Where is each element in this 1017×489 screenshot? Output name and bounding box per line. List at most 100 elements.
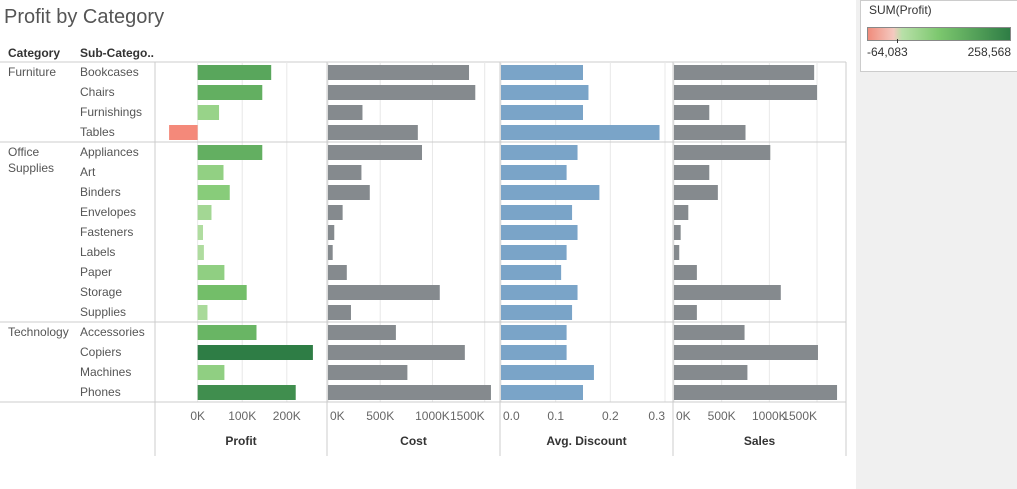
cost-bar[interactable] <box>328 105 363 120</box>
subcategory-header: Sub-Catego.. <box>80 46 154 60</box>
subcategory-label: Fasteners <box>80 225 133 239</box>
sales-bar[interactable] <box>674 325 745 340</box>
profit-bar[interactable] <box>169 125 198 140</box>
discount-bar[interactable] <box>501 185 600 200</box>
discount-bar[interactable] <box>501 365 594 380</box>
axis-tick-label: 0K <box>676 409 691 423</box>
sales-bar[interactable] <box>674 185 718 200</box>
cost-bar[interactable] <box>328 125 418 140</box>
profit-bar[interactable] <box>197 265 225 280</box>
subcategory-label: Supplies <box>80 305 126 319</box>
subcategory-label: Chairs <box>80 85 115 99</box>
subcategory-label: Envelopes <box>80 205 136 219</box>
profit-bar[interactable] <box>197 85 263 100</box>
category-label: Furniture <box>8 65 56 79</box>
cost-bar[interactable] <box>328 325 396 340</box>
sales-bar[interactable] <box>674 385 838 400</box>
profit-bar[interactable] <box>197 305 208 320</box>
axis-tick-label: 0K <box>330 409 345 423</box>
profit-bar[interactable] <box>197 205 212 220</box>
discount-bar[interactable] <box>501 145 578 160</box>
cost-bar[interactable] <box>328 365 408 380</box>
side-panel <box>856 0 1017 489</box>
discount-bar[interactable] <box>501 225 578 240</box>
sales-bar[interactable] <box>674 345 818 360</box>
cost-bar[interactable] <box>328 205 343 220</box>
subcategory-label: Labels <box>80 245 115 259</box>
sales-bar[interactable] <box>674 225 681 240</box>
cost-bar[interactable] <box>328 305 351 320</box>
discount-bar[interactable] <box>501 105 583 120</box>
axis-tick-label: 200K <box>273 409 301 423</box>
discount-bar[interactable] <box>501 285 578 300</box>
profit-bar[interactable] <box>197 385 296 400</box>
discount-bar[interactable] <box>501 205 573 220</box>
discount-bar[interactable] <box>501 345 567 360</box>
legend-min-label: -64,083 <box>867 45 908 59</box>
discount-bar[interactable] <box>501 265 562 280</box>
cost-bar[interactable] <box>328 185 370 200</box>
discount-bar[interactable] <box>501 245 567 260</box>
subcategory-label: Storage <box>80 285 122 299</box>
discount-bar[interactable] <box>501 325 567 340</box>
cost-bar[interactable] <box>328 225 335 240</box>
profit-bar[interactable] <box>197 245 204 260</box>
subcategory-label: Furnishings <box>80 105 142 119</box>
profit-bar[interactable] <box>197 105 220 120</box>
axis-title: Sales <box>744 434 776 448</box>
profit-bar[interactable] <box>197 225 204 240</box>
legend-title: SUM(Profit) <box>869 3 932 17</box>
discount-bar[interactable] <box>501 385 583 400</box>
profit-color-legend[interactable]: SUM(Profit) -64,083 258,568 <box>860 0 1017 72</box>
axis-tick-label: 0K <box>190 409 205 423</box>
cost-bar[interactable] <box>328 65 470 80</box>
profit-bar[interactable] <box>197 145 263 160</box>
sales-bar[interactable] <box>674 145 771 160</box>
sales-bar[interactable] <box>674 65 815 80</box>
cost-bar[interactable] <box>328 245 333 260</box>
profit-bar[interactable] <box>197 325 257 340</box>
subcategory-label: Copiers <box>80 345 121 359</box>
axis-tick-label: 1500K <box>450 409 485 423</box>
profit-by-category-chart: Category Sub-Catego.. Furniture Office Suppl… <box>0 46 847 456</box>
axis-title: Cost <box>400 434 427 448</box>
sales-bar[interactable] <box>674 125 746 140</box>
sales-bar[interactable] <box>674 105 710 120</box>
cost-bar[interactable] <box>328 285 440 300</box>
category-label: Office <box>8 145 39 159</box>
sales-bar[interactable] <box>674 285 781 300</box>
discount-bar[interactable] <box>501 165 567 180</box>
discount-bar[interactable] <box>501 65 583 80</box>
profit-bar[interactable] <box>197 165 224 180</box>
sales-bar[interactable] <box>674 245 680 260</box>
subcategory-label: Machines <box>80 365 131 379</box>
sales-bar[interactable] <box>674 165 710 180</box>
legend-max-label: 258,568 <box>967 45 1011 59</box>
cost-bar[interactable] <box>328 165 362 180</box>
sales-bar[interactable] <box>674 365 748 380</box>
cost-bar[interactable] <box>328 145 423 160</box>
sales-bar[interactable] <box>674 205 689 220</box>
cost-bar[interactable] <box>328 85 476 100</box>
discount-bar[interactable] <box>501 85 589 100</box>
profit-bar[interactable] <box>197 365 225 380</box>
cost-bar[interactable] <box>328 345 465 360</box>
sales-bar[interactable] <box>674 85 818 100</box>
sales-bar[interactable] <box>674 305 697 320</box>
axis-tick-label: 1500K <box>782 409 817 423</box>
profit-bar[interactable] <box>197 285 247 300</box>
legend-zero-tick <box>897 39 898 43</box>
discount-bar[interactable] <box>501 125 660 140</box>
cost-bar[interactable] <box>328 385 491 400</box>
sales-bar[interactable] <box>674 265 697 280</box>
subcategory-label: Bookcases <box>80 65 139 79</box>
profit-bar[interactable] <box>197 185 230 200</box>
subcategory-label: Phones <box>80 385 121 399</box>
axis-tick-label: 100K <box>228 409 256 423</box>
cost-bar[interactable] <box>328 265 347 280</box>
discount-bar[interactable] <box>501 305 573 320</box>
profit-bar[interactable] <box>197 65 272 80</box>
profit-bar[interactable] <box>197 345 313 360</box>
page-title: Profit by Category <box>4 6 165 28</box>
axis-tick-label: 1000K <box>752 409 787 423</box>
